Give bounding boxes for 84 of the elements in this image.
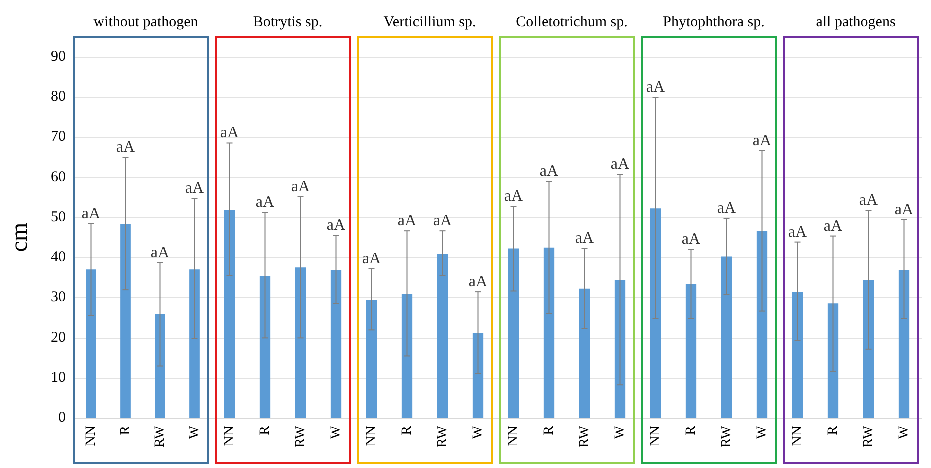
x-tick-label: NN [790,426,806,446]
annotation: aA [362,250,382,268]
chart-title: Colletotrichum sp. [516,14,628,30]
annotation: aA [717,200,737,218]
bar [508,248,520,418]
bar [190,270,200,418]
chart-title: without pathogen [94,14,199,30]
bar [544,248,555,418]
bar [260,276,271,418]
y-tick-label: 50 [51,209,66,226]
annotation: aA [291,178,311,196]
annotation: aA [256,194,276,212]
bar [86,270,96,418]
annotation: aA [504,188,524,206]
x-tick-label: R [258,425,273,436]
x-tick-label: RW [435,425,450,448]
chart-title: Phytophthora sp. [663,14,765,30]
x-tick-label: R [118,425,134,436]
annotation: aA [116,139,136,156]
x-tick-label: RW [719,425,734,448]
annotation: aA [82,205,102,222]
y-tick-label: 10 [51,370,66,386]
bar [472,332,484,418]
bar [224,210,236,418]
x-tick-label: RW [861,425,876,448]
x-tick-label: W [470,425,486,440]
y-tick-label: 90 [51,49,66,65]
annotation: aA [326,216,346,234]
annotation: aA [752,132,772,150]
x-tick-label: NN [506,426,522,446]
x-tick-label: R [826,425,841,436]
y-tick-label: 30 [51,290,66,306]
annotation: aA [433,212,453,230]
x-tick-label: RW [152,425,168,448]
x-tick-label: NN [364,426,380,446]
bar [402,294,413,418]
x-tick-label: W [896,425,912,440]
bar [120,224,131,418]
x-tick-label: W [754,425,770,440]
y-axis-title: cm [7,222,33,252]
annotation: aA [788,224,808,241]
bar [686,284,697,418]
bar [366,300,378,418]
x-tick-label: NN [84,426,99,446]
annotation: aA [540,163,560,180]
x-tick-label: R [542,425,557,436]
annotation: aA [646,79,666,96]
annotation: aA [220,124,240,142]
x-tick-label: W [328,425,344,440]
y-tick-label: 20 [51,330,66,346]
annotation: aA [824,218,844,235]
annotation: aA [859,192,879,210]
y-tick-label: 60 [51,169,66,186]
x-tick-label: R [400,425,415,436]
bar [756,231,768,418]
bar [295,268,306,418]
x-tick-label: RW [577,425,592,448]
chart-title: Botrytis sp. [253,14,323,30]
bar [330,270,342,418]
x-tick-label: W [187,425,202,440]
y-tick-label: 0 [58,410,66,426]
bar [437,254,448,418]
annotation: aA [610,156,630,174]
chart-title: all pathogens [816,14,896,30]
annotation: aA [185,180,205,198]
bar [155,314,166,418]
annotation: aA [894,201,914,218]
bar [650,208,662,418]
annotation: aA [150,244,170,262]
x-tick-label: R [684,425,699,436]
bar [721,256,732,418]
annotation: aA [575,230,595,248]
x-tick-label: NN [648,426,664,446]
bar [579,288,590,418]
x-tick-label: RW [293,425,308,448]
y-tick-label: 70 [51,129,66,146]
annotation: aA [468,274,488,291]
x-tick-label: W [612,425,628,440]
annotation: aA [398,212,418,230]
y-tick-label: 80 [51,89,66,106]
annotation: aA [682,231,702,248]
y-tick-label: 40 [51,250,66,266]
chart-title: Verticillium sp. [384,14,476,30]
x-tick-label: NN [222,426,238,446]
